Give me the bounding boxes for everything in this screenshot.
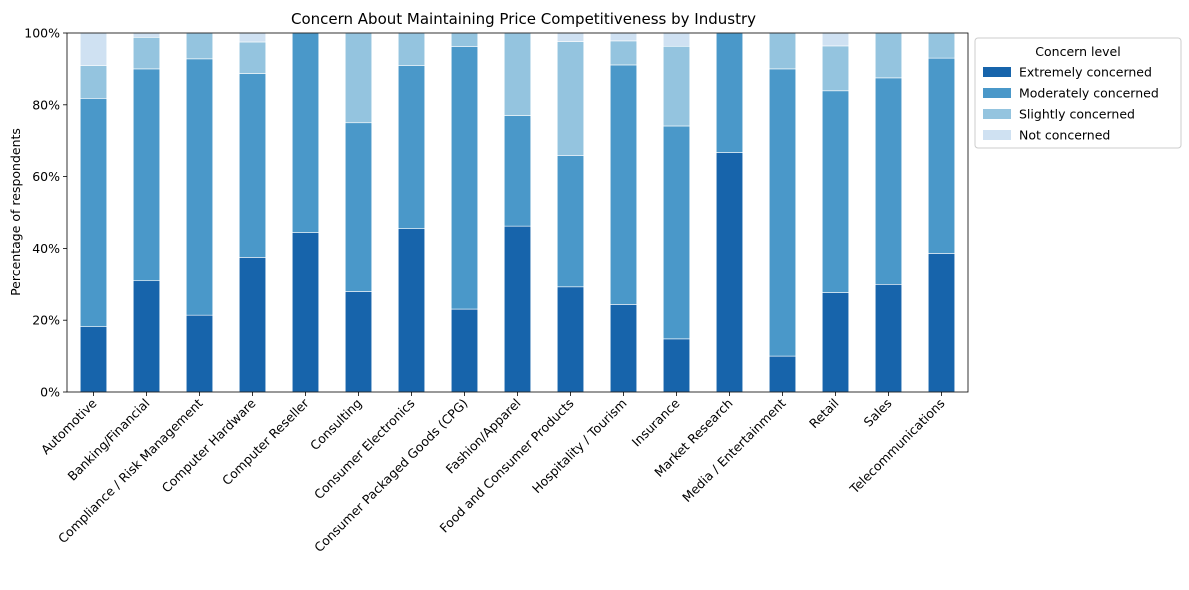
y-axis-label: Percentage of respondents <box>8 128 23 296</box>
bar-segment <box>715 152 744 393</box>
legend-swatch <box>983 88 1011 98</box>
x-tick-label: Sales <box>860 396 894 430</box>
bar-segment <box>715 32 744 153</box>
bar-segment <box>450 46 479 310</box>
y-tick-label: 0% <box>40 385 60 400</box>
legend-label: Extremely concerned <box>1019 65 1152 80</box>
bar-segment <box>185 314 214 393</box>
bar-segment <box>503 32 532 116</box>
bar-segment <box>768 355 797 393</box>
bar-segment <box>927 32 956 59</box>
y-tick-label: 100% <box>24 26 60 41</box>
legend-box <box>974 37 1182 149</box>
bar-segment <box>238 41 267 74</box>
x-tick-label: Insurance <box>629 395 683 449</box>
legend-swatch <box>983 67 1011 77</box>
bar-segment <box>556 32 585 42</box>
bar-segment <box>185 32 214 60</box>
bar-segment <box>821 292 850 393</box>
x-tick-label: Consumer Electronics <box>311 396 418 503</box>
legend-label: Slightly concerned <box>1019 107 1135 122</box>
legend-label: Moderately concerned <box>1019 86 1159 101</box>
bar-segment <box>768 32 797 70</box>
bar-segment <box>79 98 108 327</box>
bar-segment <box>821 90 850 293</box>
bar-segment <box>662 45 691 127</box>
x-tick-label: Consulting <box>307 396 365 454</box>
bar-segment <box>291 32 320 233</box>
bar-segment <box>874 32 903 79</box>
x-tick-label: Computer Hardware <box>159 395 259 495</box>
bar-segment <box>132 37 161 70</box>
bar-segment <box>397 228 426 393</box>
bar-segment <box>185 58 214 316</box>
bar-segment <box>132 280 161 393</box>
bar-segment <box>344 32 373 124</box>
bar-segment <box>291 232 320 393</box>
bar-segment <box>132 68 161 282</box>
bar-segment <box>79 65 108 99</box>
chart-title: Concern About Maintaining Price Competit… <box>291 10 756 28</box>
bar-segment <box>927 57 956 254</box>
bar-segment <box>344 122 373 292</box>
bar-segment <box>662 32 691 47</box>
y-tick-label: 20% <box>32 313 60 328</box>
legend: Concern level Extremely concerned Moderate… <box>974 37 1182 149</box>
bar-segment <box>79 32 108 66</box>
bar-segment <box>662 125 691 340</box>
y-tick-label: 40% <box>32 241 60 256</box>
x-tick-label: Media / Entertainment <box>679 395 789 505</box>
bar-segment <box>556 286 585 393</box>
y-tick-label: 80% <box>32 97 60 112</box>
bar-segment <box>238 73 267 258</box>
bar-segment <box>503 115 532 227</box>
bar-segment <box>397 32 426 66</box>
legend-swatch <box>983 109 1011 119</box>
plot-frame <box>66 32 969 393</box>
bar-segment <box>821 32 850 47</box>
bar-segment <box>344 291 373 393</box>
bar-segment <box>768 68 797 357</box>
legend-swatch <box>983 130 1011 140</box>
bar-segment <box>821 45 850 92</box>
bar-segment <box>927 253 956 393</box>
bar-segment <box>450 308 479 393</box>
bar-segment <box>662 338 691 393</box>
bar-segment <box>397 65 426 229</box>
legend-title: Concern level <box>1035 44 1120 59</box>
x-tick-label: Retail <box>806 396 842 432</box>
bar-segment <box>609 32 638 42</box>
bar-segment <box>556 41 585 156</box>
bar-segment <box>874 283 903 393</box>
bar-segment <box>609 304 638 393</box>
bar-segment <box>874 77 903 285</box>
bar-segment <box>609 64 638 305</box>
bar-segment <box>503 225 532 393</box>
bar-segment <box>79 326 108 393</box>
bar-segment <box>132 32 161 38</box>
y-tick-label: 60% <box>32 169 60 184</box>
bar-segment <box>556 155 585 288</box>
bar-segment <box>238 257 267 393</box>
x-tick-label: Telecommunications <box>846 396 948 498</box>
x-tick-label: Computer Reseller <box>219 395 312 488</box>
legend-label: Not concerned <box>1019 128 1110 143</box>
x-tick-label: Hospitality / Tourism <box>529 396 630 497</box>
bar-segment <box>609 40 638 66</box>
bar-segment <box>450 32 479 47</box>
bar-segment <box>238 32 267 43</box>
